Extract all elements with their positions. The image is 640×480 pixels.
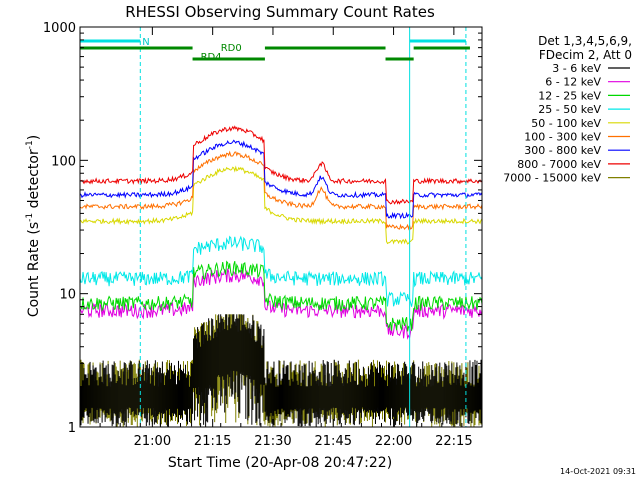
legend-label-3: 25 - 50 keV [538,103,601,116]
x-tick-label-5: 22:15 [435,434,472,449]
legend-label-7: 800 - 7000 keV [517,158,601,171]
legend-label-5: 100 - 300 keV [524,131,601,144]
legend-label-2: 12 - 25 keV [538,89,601,102]
x-tick-label-2: 21:30 [254,434,291,449]
series-2 [79,260,483,332]
series-0 [79,314,482,427]
legend: Det 1,3,4,5,6,9, FDecim 2, Att 0 3 - 6 k… [503,34,632,185]
x-axis: 21:00 21:15 21:30 21:45 22:00 22:15 [99,27,483,449]
y-tick-label-1: 10 [59,288,76,303]
legend-label-1: 6 - 12 keV [545,76,601,89]
series-6 [79,139,483,220]
saa-label-1: RD0 [221,43,242,54]
legend-header-2: FDecim 2, Att 0 [539,48,632,62]
y-axis: 1 10 100 1000 [43,21,482,436]
legend-label-8: 7000 - 15000 keV [503,172,601,185]
chart-title: RHESSI Observing Summary Count Rates [125,3,435,21]
legend-label-4: 50 - 100 keV [531,117,601,130]
x-tick-label-4: 22:00 [375,434,412,449]
x-axis-label: Start Time (20-Apr-08 20:47:22) [168,455,392,471]
y-axis-label: Count Rate (s-1 detector-1) [25,135,42,317]
legend-header-1: Det 1,3,4,5,6,9, [538,34,632,48]
x-tick-label-3: 21:45 [315,434,352,449]
timestamp: 14-Oct-2021 09:31 [560,467,636,476]
series-5 [79,150,483,231]
y-tick-label-0: 1 [68,421,76,436]
y-tick-label-3: 1000 [43,21,76,36]
series-4 [79,165,483,245]
x-tick-label-0: 21:00 [134,434,171,449]
legend-label-6: 300 - 800 keV [524,144,601,157]
y-tick-label-2: 100 [51,154,76,169]
legend-label-0: 3 - 6 keV [552,62,601,75]
series-3 [79,235,483,307]
saa-label-0: RD4 [201,52,222,63]
night-label: N [142,37,149,48]
series-7 [79,125,483,205]
x-tick-label-1: 21:15 [194,434,231,449]
